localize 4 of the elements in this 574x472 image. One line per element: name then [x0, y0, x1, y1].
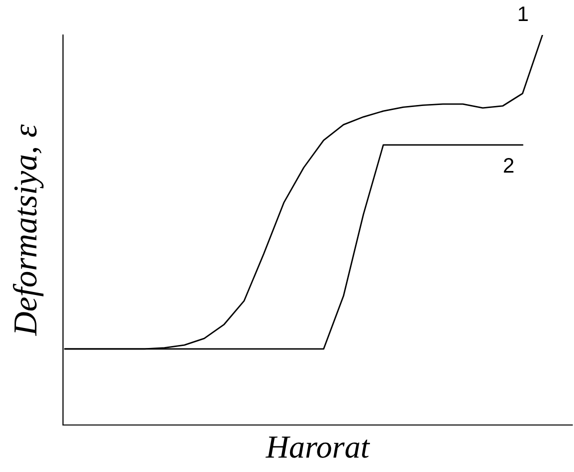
series-label: 2 — [504, 158, 514, 173]
y-axis-title: Deformatsiya, ε — [12, 124, 44, 336]
series-label: 1 — [518, 6, 528, 21]
x-axis-title: Harorat — [266, 436, 370, 458]
